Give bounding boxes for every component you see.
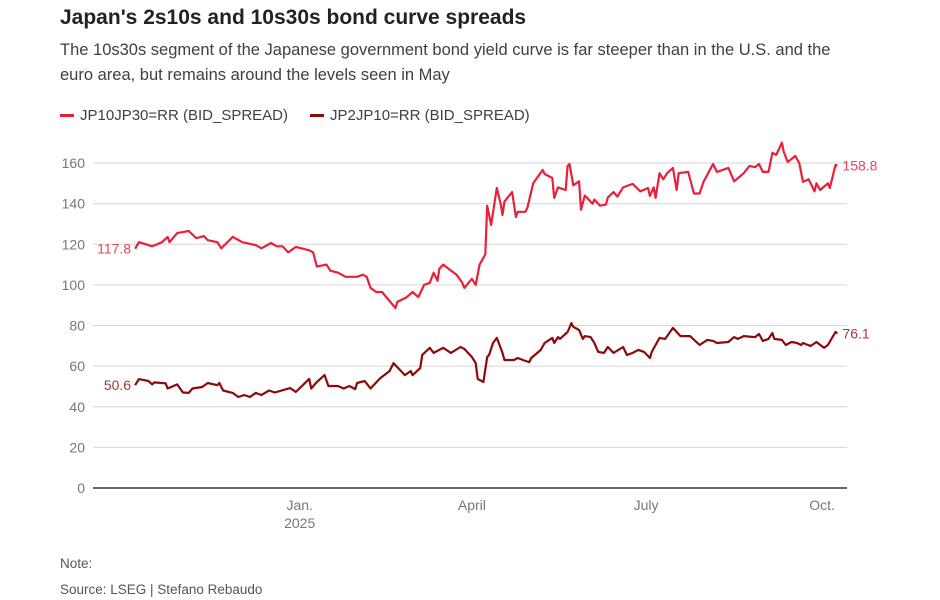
chart-source: Source: LSEG | Stefano Rebaudo [60,582,263,597]
series-end-label: 158.8 [842,157,877,173]
y-tick-label: 20 [69,439,85,455]
legend-label-jp2jp10: JP2JP10=RR (BID_SPREAD) [330,107,530,124]
y-tick-label: 160 [62,155,86,171]
y-tick-label: 140 [62,196,86,212]
y-tick-label: 120 [62,236,86,252]
y-tick-label: 60 [69,358,85,374]
series-line-1 [134,322,839,399]
series-start-label: 50.6 [104,377,131,393]
y-tick-label: 40 [69,399,85,415]
series-line-0 [134,141,838,310]
legend: JP10JP30=RR (BID_SPREAD) JP2JP10=RR (BID… [60,107,530,124]
y-tick-label: 80 [69,318,85,334]
x-tick-label: July [634,497,659,513]
x-tick-label: Oct. [809,497,835,513]
series-start-label: 117.8 [97,241,131,257]
y-tick-label: 0 [77,480,85,496]
legend-label-jp10jp30: JP10JP30=RR (BID_SPREAD) [80,107,288,124]
chart-subtitle: The 10s30s segment of the Japanese gover… [60,41,831,84]
legend-item-jp10jp30: JP10JP30=RR (BID_SPREAD) [60,107,288,124]
x-tick-label: Jan. [286,497,312,513]
x-tick-sublabel: 2025 [284,515,315,531]
series-end-label: 76.1 [842,325,869,341]
legend-swatch-jp2jp10 [310,114,324,117]
x-tick-label: April [458,497,486,513]
legend-swatch-jp10jp30 [60,114,74,117]
y-tick-label: 100 [62,277,86,293]
chart-title: Japan's 2s10s and 10s30s bond curve spre… [60,6,527,29]
chart-note: Note: [60,556,93,571]
legend-item-jp2jp10: JP2JP10=RR (BID_SPREAD) [310,107,530,124]
